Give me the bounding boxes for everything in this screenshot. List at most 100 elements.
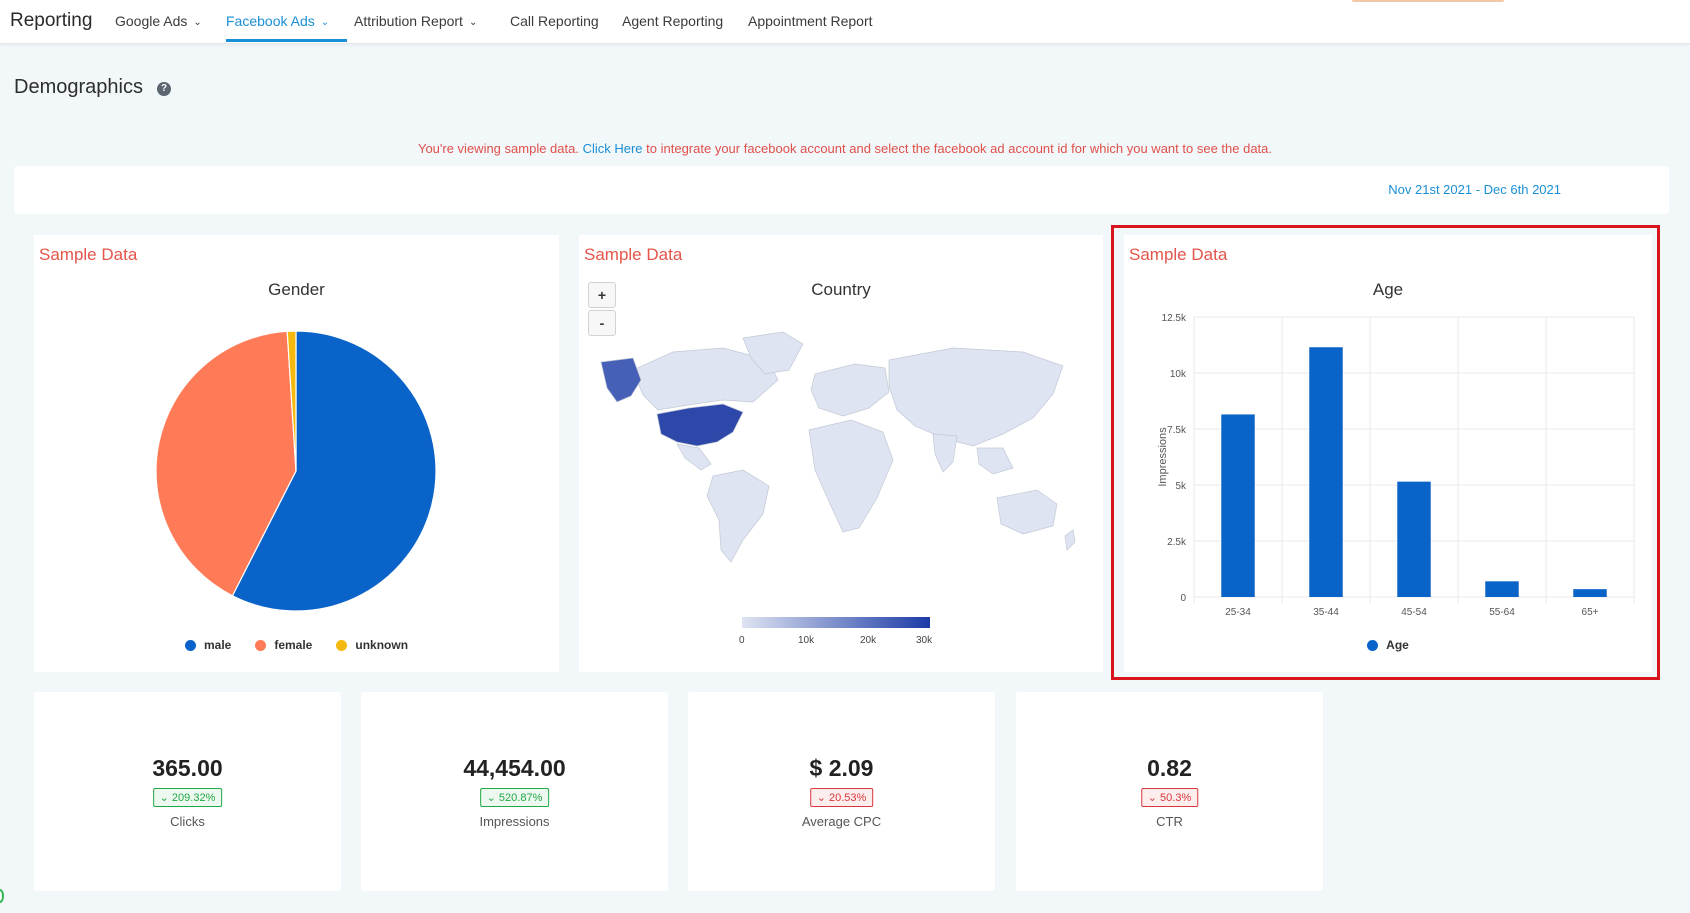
age-chart-title: Age xyxy=(1372,280,1404,299)
nav-agent-reporting[interactable]: Agent Reporting xyxy=(622,13,723,29)
bar-55-64[interactable] xyxy=(1485,581,1519,597)
stat-delta-badge: ⌄ 520.87% xyxy=(479,788,550,807)
chevron-down-icon: ⌄ xyxy=(468,16,478,28)
nav-facebook-ads[interactable]: Facebook Ads ⌄ xyxy=(226,13,329,29)
top-navbar: Reporting Google Ads ⌄ Facebook Ads ⌄ Attr… xyxy=(0,0,1690,44)
gender-chart-title: Gender xyxy=(268,280,325,299)
nav-call-reporting[interactable]: Call Reporting xyxy=(510,13,599,29)
map-region-southeast-asia xyxy=(976,447,1014,475)
y-tick-label: 2.5k xyxy=(1167,537,1187,548)
nav-attribution-report[interactable]: Attribution Report ⌄ xyxy=(354,13,477,29)
notice-text-after: to integrate your facebook account and s… xyxy=(642,141,1273,156)
chevron-down-icon: ⌄ xyxy=(816,792,826,804)
world-map xyxy=(600,331,1076,563)
age-bar-chart: 0 2.5k 5k 7.5k 10k 12.5k Impressions 25-34 35-44… xyxy=(1157,313,1635,618)
map-region-greenland xyxy=(742,331,804,375)
chevron-down-icon: ⌄ xyxy=(193,16,202,28)
chevron-down-icon: ⌄ xyxy=(486,792,496,804)
legend-item-unknown[interactable]: unknown xyxy=(336,638,408,652)
bar-65+[interactable] xyxy=(1573,589,1607,597)
legend-dot xyxy=(336,639,348,651)
zoom-in-button[interactable]: + xyxy=(588,282,616,308)
legend-label: male xyxy=(203,638,232,652)
delta-value: 20.53% xyxy=(828,792,867,804)
sample-data-label: Sample Data xyxy=(39,245,138,264)
age-legend: Age xyxy=(1124,638,1652,652)
stat-value: 365.00 xyxy=(152,755,223,781)
gender-panel: Sample Data Gender male female unknown xyxy=(34,235,559,672)
chevron-down-icon: ⌄ xyxy=(1147,792,1157,804)
map-region-south-america xyxy=(706,469,770,563)
page-title: Demographics xyxy=(14,76,143,98)
stat-label: Average CPC xyxy=(801,814,882,829)
sample-data-notice: You're viewing sample data. Click Here t… xyxy=(0,141,1690,156)
delta-value: 520.87% xyxy=(498,792,543,804)
date-filter-bar: Nov 21st 2021 - Dec 6th 2021 xyxy=(14,166,1669,214)
stat-card-clicks: 365.00 ⌄ 209.32% Clicks xyxy=(34,692,341,891)
delta-value: 50.3% xyxy=(1160,792,1192,804)
sample-data-label: Sample Data xyxy=(584,245,683,264)
legend-label: female xyxy=(274,638,313,652)
active-tab-indicator xyxy=(226,39,347,42)
stat-delta-badge: ⌄ 20.53% xyxy=(809,788,874,807)
gender-legend: male female unknown xyxy=(34,638,559,652)
stat-value: 0.82 xyxy=(1147,755,1192,781)
brand-title: Reporting xyxy=(10,10,93,31)
scale-tick: 20k xyxy=(860,635,877,646)
gender-pie-chart xyxy=(155,330,437,612)
x-tick-label: 25-34 xyxy=(1225,607,1251,618)
legend-dot xyxy=(255,639,267,651)
nav-label: Google Ads xyxy=(115,13,188,29)
nav-label: Agent Reporting xyxy=(622,13,724,29)
color-scale-bar xyxy=(742,617,930,628)
help-icon[interactable]: ? xyxy=(157,82,171,96)
pie-slice-female[interactable] xyxy=(155,330,297,597)
bar-25-34[interactable] xyxy=(1221,414,1255,597)
scale-tick: 0 xyxy=(739,635,745,646)
legend-label: Age xyxy=(1386,638,1409,652)
nav-label: Call Reporting xyxy=(510,13,599,29)
stat-label: Impressions xyxy=(479,814,550,829)
y-tick-label: 12.5k xyxy=(1162,313,1187,324)
nav-label: Facebook Ads xyxy=(226,13,315,29)
x-tick-label: 35-44 xyxy=(1313,607,1339,618)
map-region-europe xyxy=(810,363,890,417)
map-region-canada xyxy=(632,347,779,411)
sample-data-label: Sample Data xyxy=(1129,245,1228,264)
stat-card-average-cpc: $ 2.09 ⌄ 20.53% Average CPC xyxy=(688,692,995,891)
legend-item-female[interactable]: female xyxy=(255,638,312,652)
nav-label: Appointment Report xyxy=(748,13,873,29)
legend-label: unknown xyxy=(355,638,409,652)
map-region-australia xyxy=(996,489,1058,535)
legend-item-male[interactable]: male xyxy=(184,638,232,652)
map-region-new-zealand xyxy=(1064,529,1076,551)
notice-text-before: You're viewing sample data. xyxy=(417,141,583,156)
legend-dot xyxy=(184,639,196,651)
legend-item-age[interactable]: Age xyxy=(1367,638,1409,652)
nav-google-ads[interactable]: Google Ads ⌄ xyxy=(115,13,202,29)
date-range-picker[interactable]: Nov 21st 2021 - Dec 6th 2021 xyxy=(1388,182,1561,197)
pie-slice-unknown[interactable] xyxy=(286,330,297,472)
chevron-down-icon: ⌄ xyxy=(320,16,330,28)
stat-label: Clicks xyxy=(170,814,205,829)
bar-45-54[interactable] xyxy=(1397,481,1431,597)
stat-delta-badge: ⌄ 209.32% xyxy=(152,788,223,807)
scale-tick: 10k xyxy=(798,635,815,646)
stat-delta-badge: ⌄ 50.3% xyxy=(1140,788,1199,807)
stat-card-impressions: 44,454.00 ⌄ 520.87% Impressions xyxy=(361,692,668,891)
zoom-out-button[interactable]: - xyxy=(588,310,616,336)
stat-card-ctr: 0.82 ⌄ 50.3% CTR xyxy=(1016,692,1323,891)
nav-appointment-report[interactable]: Appointment Report xyxy=(748,13,873,29)
map-region-india xyxy=(932,433,958,473)
y-tick-label: 10k xyxy=(1170,369,1187,380)
pie-slice-male[interactable] xyxy=(231,330,437,612)
y-tick-label: 7.5k xyxy=(1167,425,1187,436)
bar-35-44[interactable] xyxy=(1309,347,1343,597)
map-region-alaska xyxy=(600,357,642,403)
integrate-link[interactable]: Click Here xyxy=(582,141,643,156)
country-panel: Sample Data Country + - 0 10k 20k 30k xyxy=(579,235,1103,672)
y-axis-label: Impressions xyxy=(1157,427,1169,487)
top-accent-bar xyxy=(1352,0,1504,2)
stat-value: 44,454.00 xyxy=(463,755,566,781)
x-tick-label: 45-54 xyxy=(1401,607,1427,618)
